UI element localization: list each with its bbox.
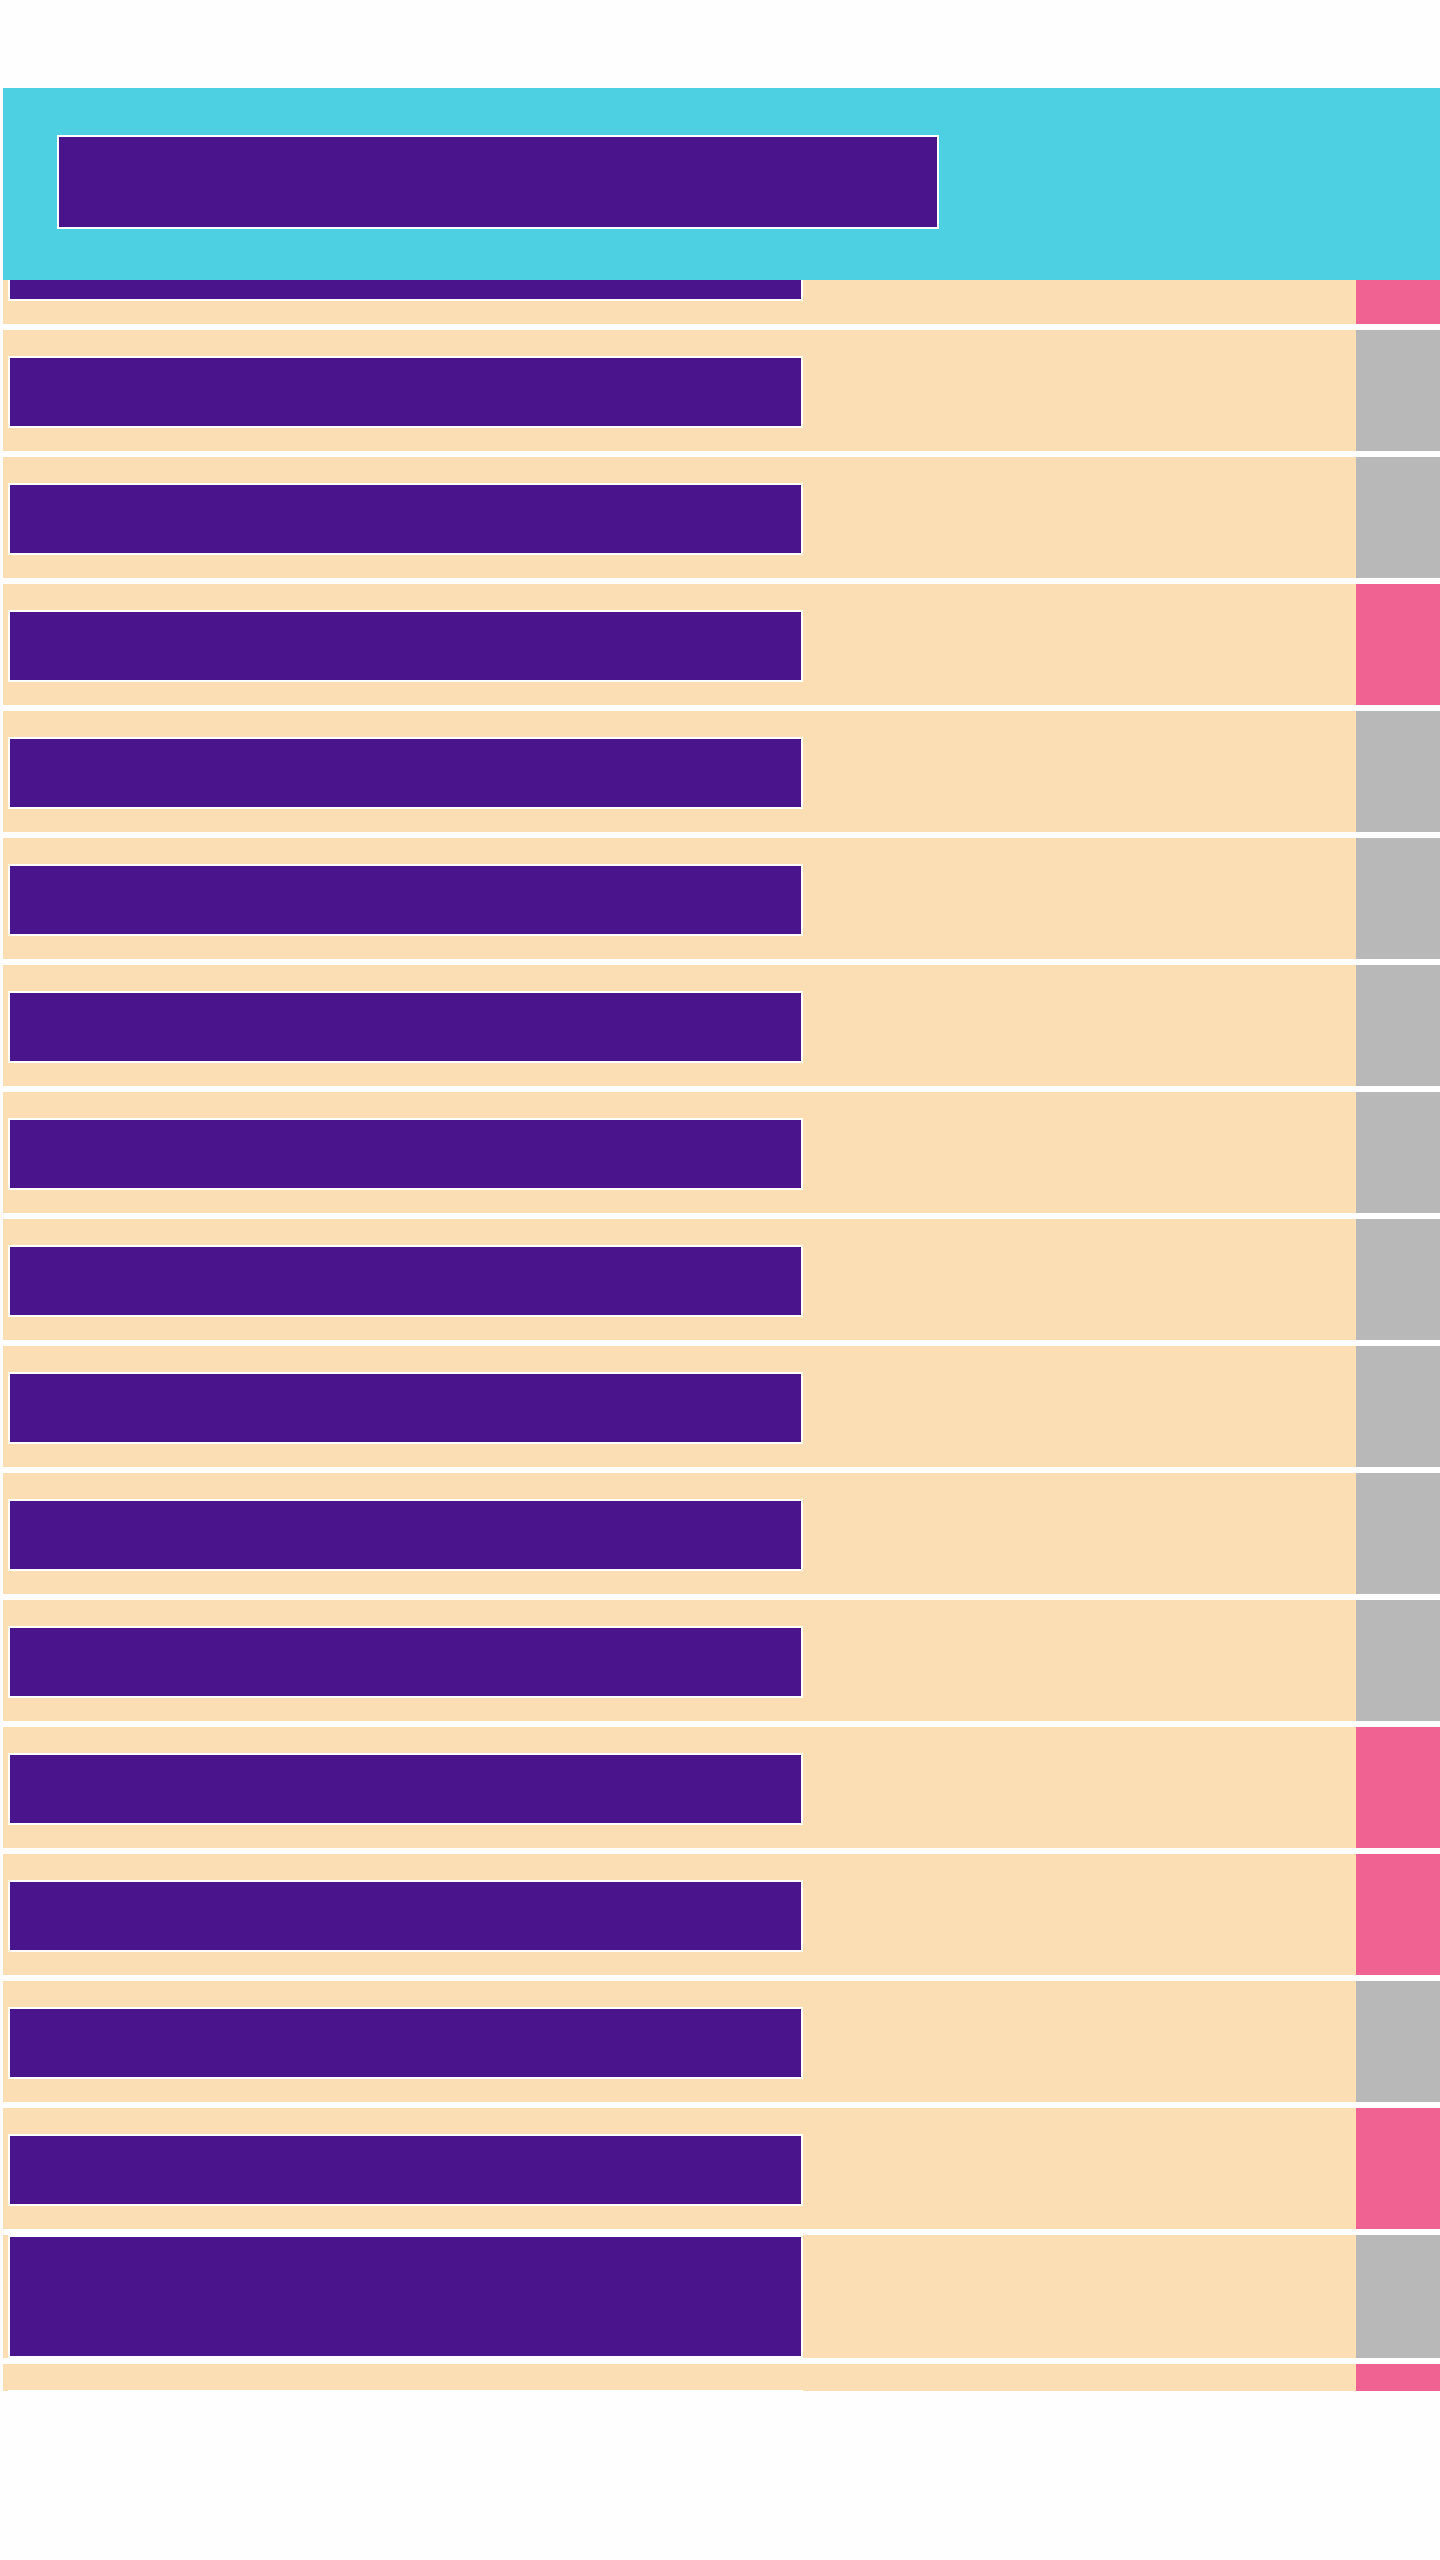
list-item-label (8, 2134, 803, 2206)
page-title (57, 135, 939, 229)
list-item-label (8, 1753, 803, 1825)
list-item-status-indicator[interactable] (1356, 1473, 1440, 1594)
list-item-label (8, 356, 803, 428)
list-item[interactable] (3, 711, 1440, 832)
list-item-label (8, 610, 803, 682)
list-item-status-indicator[interactable] (1356, 457, 1440, 578)
list-item-label (8, 1499, 803, 1571)
list-item[interactable] (3, 1219, 1440, 1340)
list-item[interactable] (3, 1092, 1440, 1213)
list-item-status-indicator[interactable] (1356, 1346, 1440, 1467)
list-item-status-indicator[interactable] (1356, 711, 1440, 832)
list-item[interactable] (3, 1727, 1440, 1848)
list-item[interactable] (3, 280, 1440, 324)
list-item-status-indicator[interactable] (1356, 2235, 1440, 2358)
list-item-status-indicator[interactable] (1356, 1092, 1440, 1213)
list-item[interactable] (3, 2364, 1440, 2391)
list-item[interactable] (3, 2108, 1440, 2229)
list-item-status-indicator[interactable] (1356, 1219, 1440, 1340)
app-screen (3, 88, 1440, 2391)
list-item-label (8, 1880, 803, 1952)
list-item[interactable] (3, 1346, 1440, 1467)
list-item[interactable] (3, 1473, 1440, 1594)
list-item-status-indicator[interactable] (1356, 2364, 1440, 2391)
list-item-status-indicator[interactable] (1356, 280, 1440, 324)
list-item-status-indicator[interactable] (1356, 1854, 1440, 1975)
list-item-label (8, 2007, 803, 2079)
list-item-status-indicator[interactable] (1356, 584, 1440, 705)
list-item[interactable] (3, 965, 1440, 1086)
list-item-label (8, 737, 803, 809)
list-item-label (8, 1118, 803, 1190)
list-item-status-indicator[interactable] (1356, 1981, 1440, 2102)
list-item-status-indicator[interactable] (1356, 838, 1440, 959)
list-item-status-indicator[interactable] (1356, 965, 1440, 1086)
list-item-label (8, 864, 803, 936)
list-item[interactable] (3, 1854, 1440, 1975)
list-item[interactable] (3, 1600, 1440, 1721)
list-item-status-indicator[interactable] (1356, 2108, 1440, 2229)
list-item-label (8, 1372, 803, 1444)
list-item[interactable] (3, 838, 1440, 959)
app-header (3, 88, 1440, 280)
list-item-label (8, 280, 803, 301)
list-item-status-indicator[interactable] (1356, 1600, 1440, 1721)
list-item[interactable] (3, 1981, 1440, 2102)
list-item-label (8, 1626, 803, 1698)
list-item-status-indicator[interactable] (1356, 330, 1440, 451)
list-item-label (8, 483, 803, 555)
list-item[interactable] (3, 330, 1440, 451)
list-item-status-indicator[interactable] (1356, 1727, 1440, 1848)
item-list-content (3, 280, 1440, 2391)
list-item-label (8, 991, 803, 1063)
list-item-label (8, 2390, 803, 2391)
list-item-label (8, 1245, 803, 1317)
item-list[interactable] (3, 280, 1440, 2391)
list-item[interactable] (3, 584, 1440, 705)
list-item[interactable] (3, 457, 1440, 578)
list-item-label (8, 2235, 803, 2358)
list-item[interactable] (3, 2235, 1440, 2358)
